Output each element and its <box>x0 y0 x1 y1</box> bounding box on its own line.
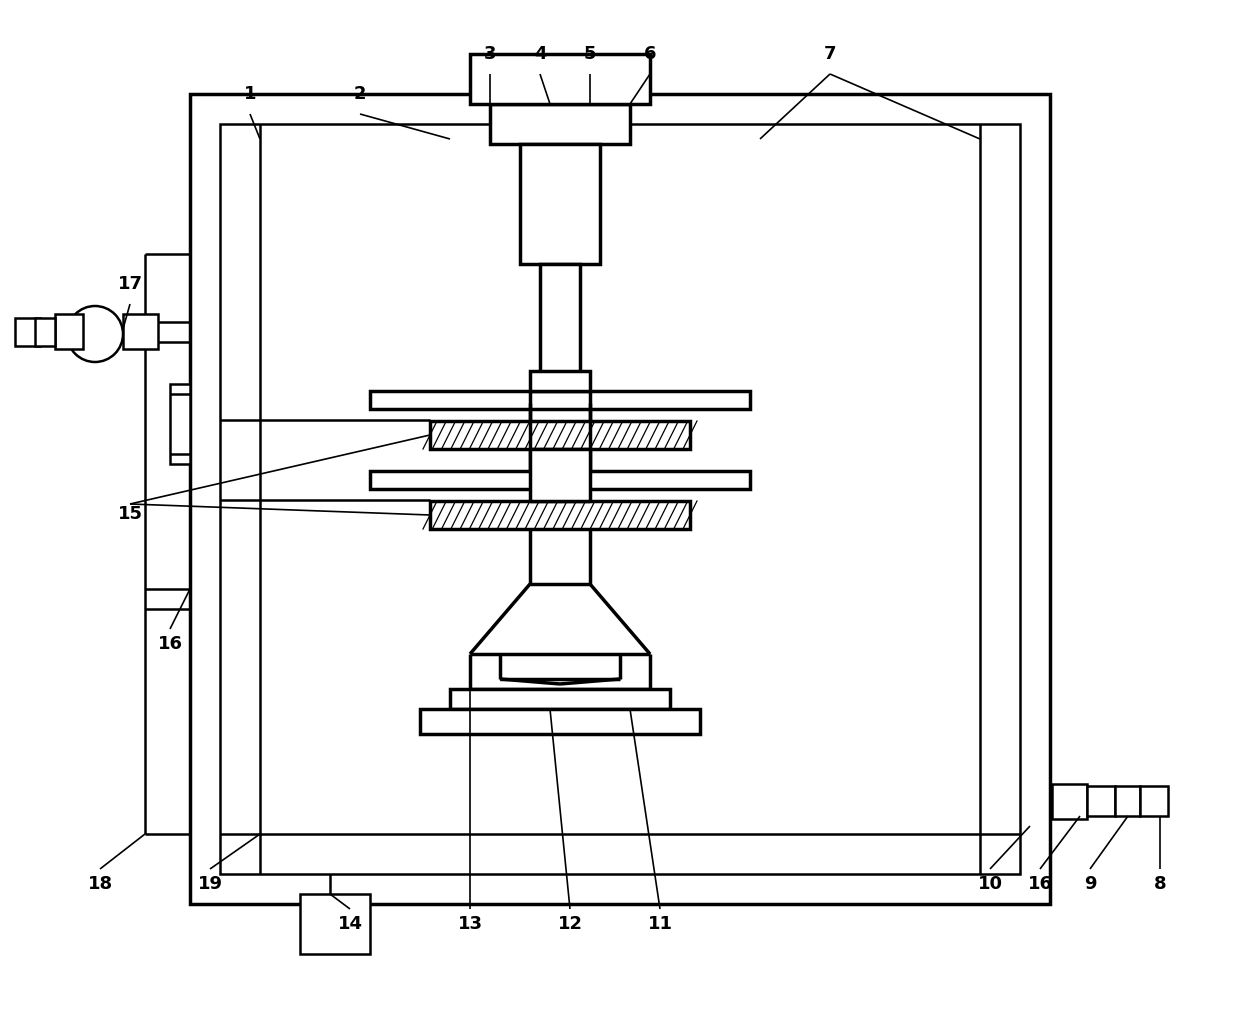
Text: 4: 4 <box>533 45 547 63</box>
Bar <box>1052 784 1087 819</box>
Text: 2: 2 <box>353 85 366 103</box>
Text: 16: 16 <box>1028 874 1053 893</box>
Text: 3: 3 <box>484 45 496 63</box>
Text: 5: 5 <box>584 45 596 63</box>
Text: 15: 15 <box>118 505 143 523</box>
Text: 12: 12 <box>558 915 583 933</box>
Text: 19: 19 <box>197 874 222 893</box>
Text: 10: 10 <box>977 874 1002 893</box>
Bar <box>529 371 590 391</box>
Bar <box>370 391 750 409</box>
Bar <box>1087 786 1115 816</box>
Text: 17: 17 <box>118 275 143 293</box>
Bar <box>1140 786 1168 816</box>
Bar <box>520 144 600 264</box>
Bar <box>123 314 157 349</box>
Text: 6: 6 <box>644 45 656 63</box>
Bar <box>450 689 670 709</box>
Text: 11: 11 <box>647 915 672 933</box>
Text: 16: 16 <box>157 635 182 653</box>
Text: 8: 8 <box>1153 874 1167 893</box>
Bar <box>1115 786 1140 816</box>
Bar <box>15 318 40 346</box>
Bar <box>529 449 590 501</box>
Bar <box>539 264 580 384</box>
Text: 7: 7 <box>823 45 836 63</box>
Bar <box>420 709 701 734</box>
Text: 1: 1 <box>244 85 257 103</box>
Bar <box>490 104 630 144</box>
Bar <box>430 421 689 449</box>
Bar <box>35 318 55 346</box>
Text: 9: 9 <box>1084 874 1096 893</box>
Bar <box>219 124 1021 874</box>
Text: 13: 13 <box>458 915 482 933</box>
Bar <box>529 451 590 471</box>
Bar <box>300 894 370 954</box>
Bar <box>170 384 190 464</box>
Text: 14: 14 <box>337 915 362 933</box>
Bar <box>55 314 83 349</box>
Text: 18: 18 <box>88 874 113 893</box>
Bar <box>370 471 750 489</box>
Bar <box>430 501 689 529</box>
Bar <box>190 94 1050 904</box>
Bar <box>470 54 650 104</box>
